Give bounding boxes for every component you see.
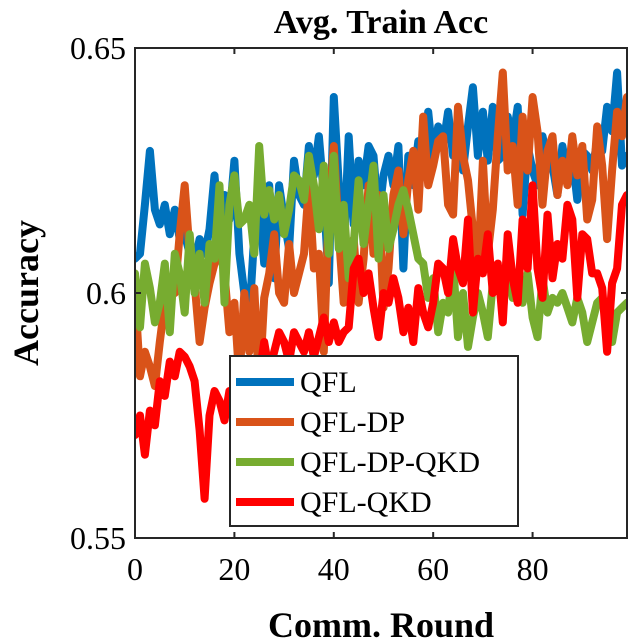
x-tick-label: 80 xyxy=(517,551,549,587)
legend-label-qfl-dp: QFL-DP xyxy=(300,406,405,439)
y-axis-label: Accuracy xyxy=(6,220,46,366)
x-axis-ticks: 0 20 40 60 80 xyxy=(127,48,549,587)
x-axis-label: Comm. Round xyxy=(268,605,494,643)
series-lines xyxy=(135,68,627,503)
y-tick-label: 0.65 xyxy=(70,30,126,66)
chart-legend: QFL QFL-DP QFL-DP-QKD QFL-QKD xyxy=(229,355,519,527)
plot-area: 0 20 40 60 80 0.55 0.6 0.65 xyxy=(70,30,628,587)
x-tick-label: 60 xyxy=(417,551,449,587)
x-tick-label: 0 xyxy=(127,551,143,587)
x-tick-label: 40 xyxy=(318,551,350,587)
legend-label-qfl: QFL xyxy=(300,366,357,399)
legend-items: QFL QFL-DP QFL-DP-QKD QFL-QKD xyxy=(236,366,480,519)
chart-title: Avg. Train Acc xyxy=(274,4,488,41)
legend-label-qfl-dp-qkd: QFL-DP-QKD xyxy=(300,446,480,479)
series-line-qfl-qkd xyxy=(135,181,627,503)
y-axis-ticks: 0.55 0.6 0.65 xyxy=(70,30,627,556)
x-tick-label: 20 xyxy=(218,551,250,587)
y-tick-label: 0.6 xyxy=(86,275,126,311)
y-tick-label: 0.55 xyxy=(70,520,126,556)
legend-label-qfl-qkd: QFL-QKD xyxy=(300,486,432,519)
